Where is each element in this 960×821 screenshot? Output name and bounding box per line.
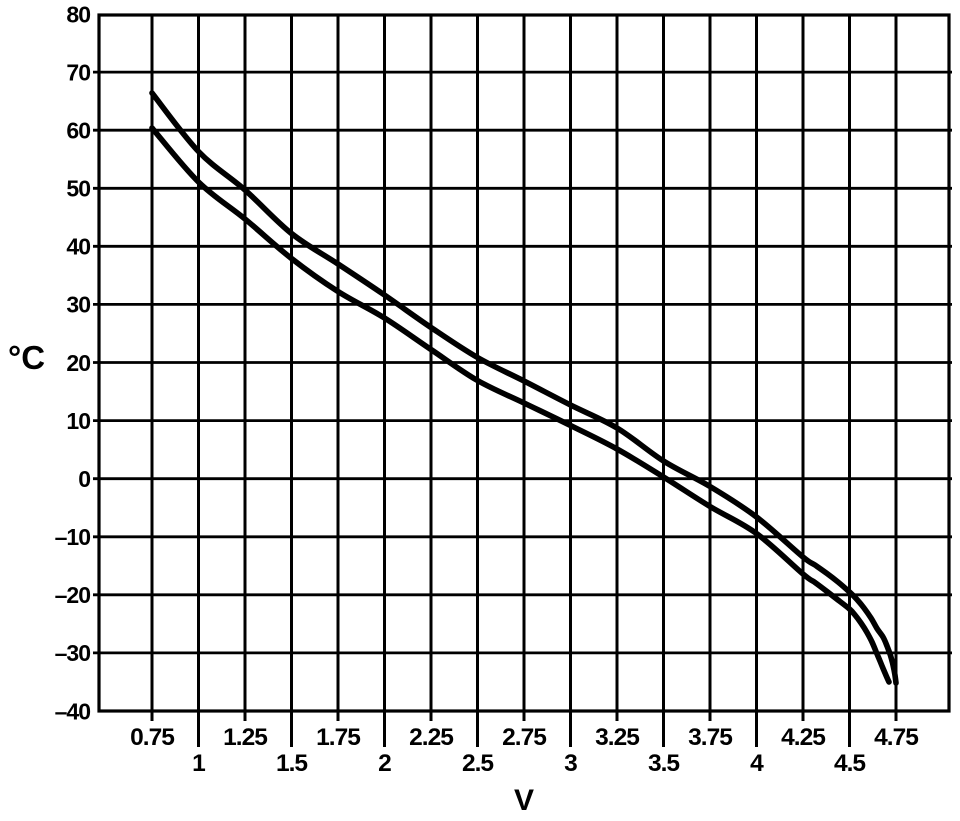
svg-text:2.5: 2.5	[462, 750, 493, 777]
svg-text:V: V	[514, 784, 534, 816]
svg-text:1.25: 1.25	[223, 724, 267, 751]
svg-text:30: 30	[66, 292, 90, 318]
svg-text:–40: –40	[55, 698, 91, 724]
svg-text:0.75: 0.75	[130, 724, 174, 751]
svg-text:3.5: 3.5	[648, 750, 679, 777]
svg-text:4.25: 4.25	[781, 724, 825, 751]
svg-text:3: 3	[564, 750, 577, 777]
svg-text:4.75: 4.75	[874, 724, 918, 751]
svg-text:60: 60	[66, 118, 90, 144]
svg-text:3.25: 3.25	[595, 724, 639, 751]
svg-text:2.25: 2.25	[409, 724, 453, 751]
svg-text:0: 0	[78, 466, 90, 492]
svg-text:1.75: 1.75	[316, 724, 360, 751]
svg-text:80: 80	[66, 1, 90, 27]
svg-text:4: 4	[750, 750, 764, 777]
svg-text:3.75: 3.75	[688, 724, 732, 751]
svg-text:2: 2	[378, 750, 391, 777]
svg-text:–30: –30	[55, 640, 91, 666]
svg-text:4.5: 4.5	[834, 750, 865, 777]
svg-text:70: 70	[66, 59, 90, 85]
svg-text:1.5: 1.5	[276, 750, 307, 777]
svg-text:1: 1	[192, 750, 205, 777]
svg-text:–10: –10	[55, 524, 91, 550]
svg-text:°C: °C	[8, 339, 45, 376]
svg-text:20: 20	[66, 350, 90, 376]
svg-text:50: 50	[66, 176, 90, 202]
svg-text:2.75: 2.75	[502, 724, 546, 751]
svg-text:–20: –20	[55, 582, 91, 608]
svg-text:10: 10	[66, 408, 90, 434]
svg-text:40: 40	[66, 234, 90, 260]
